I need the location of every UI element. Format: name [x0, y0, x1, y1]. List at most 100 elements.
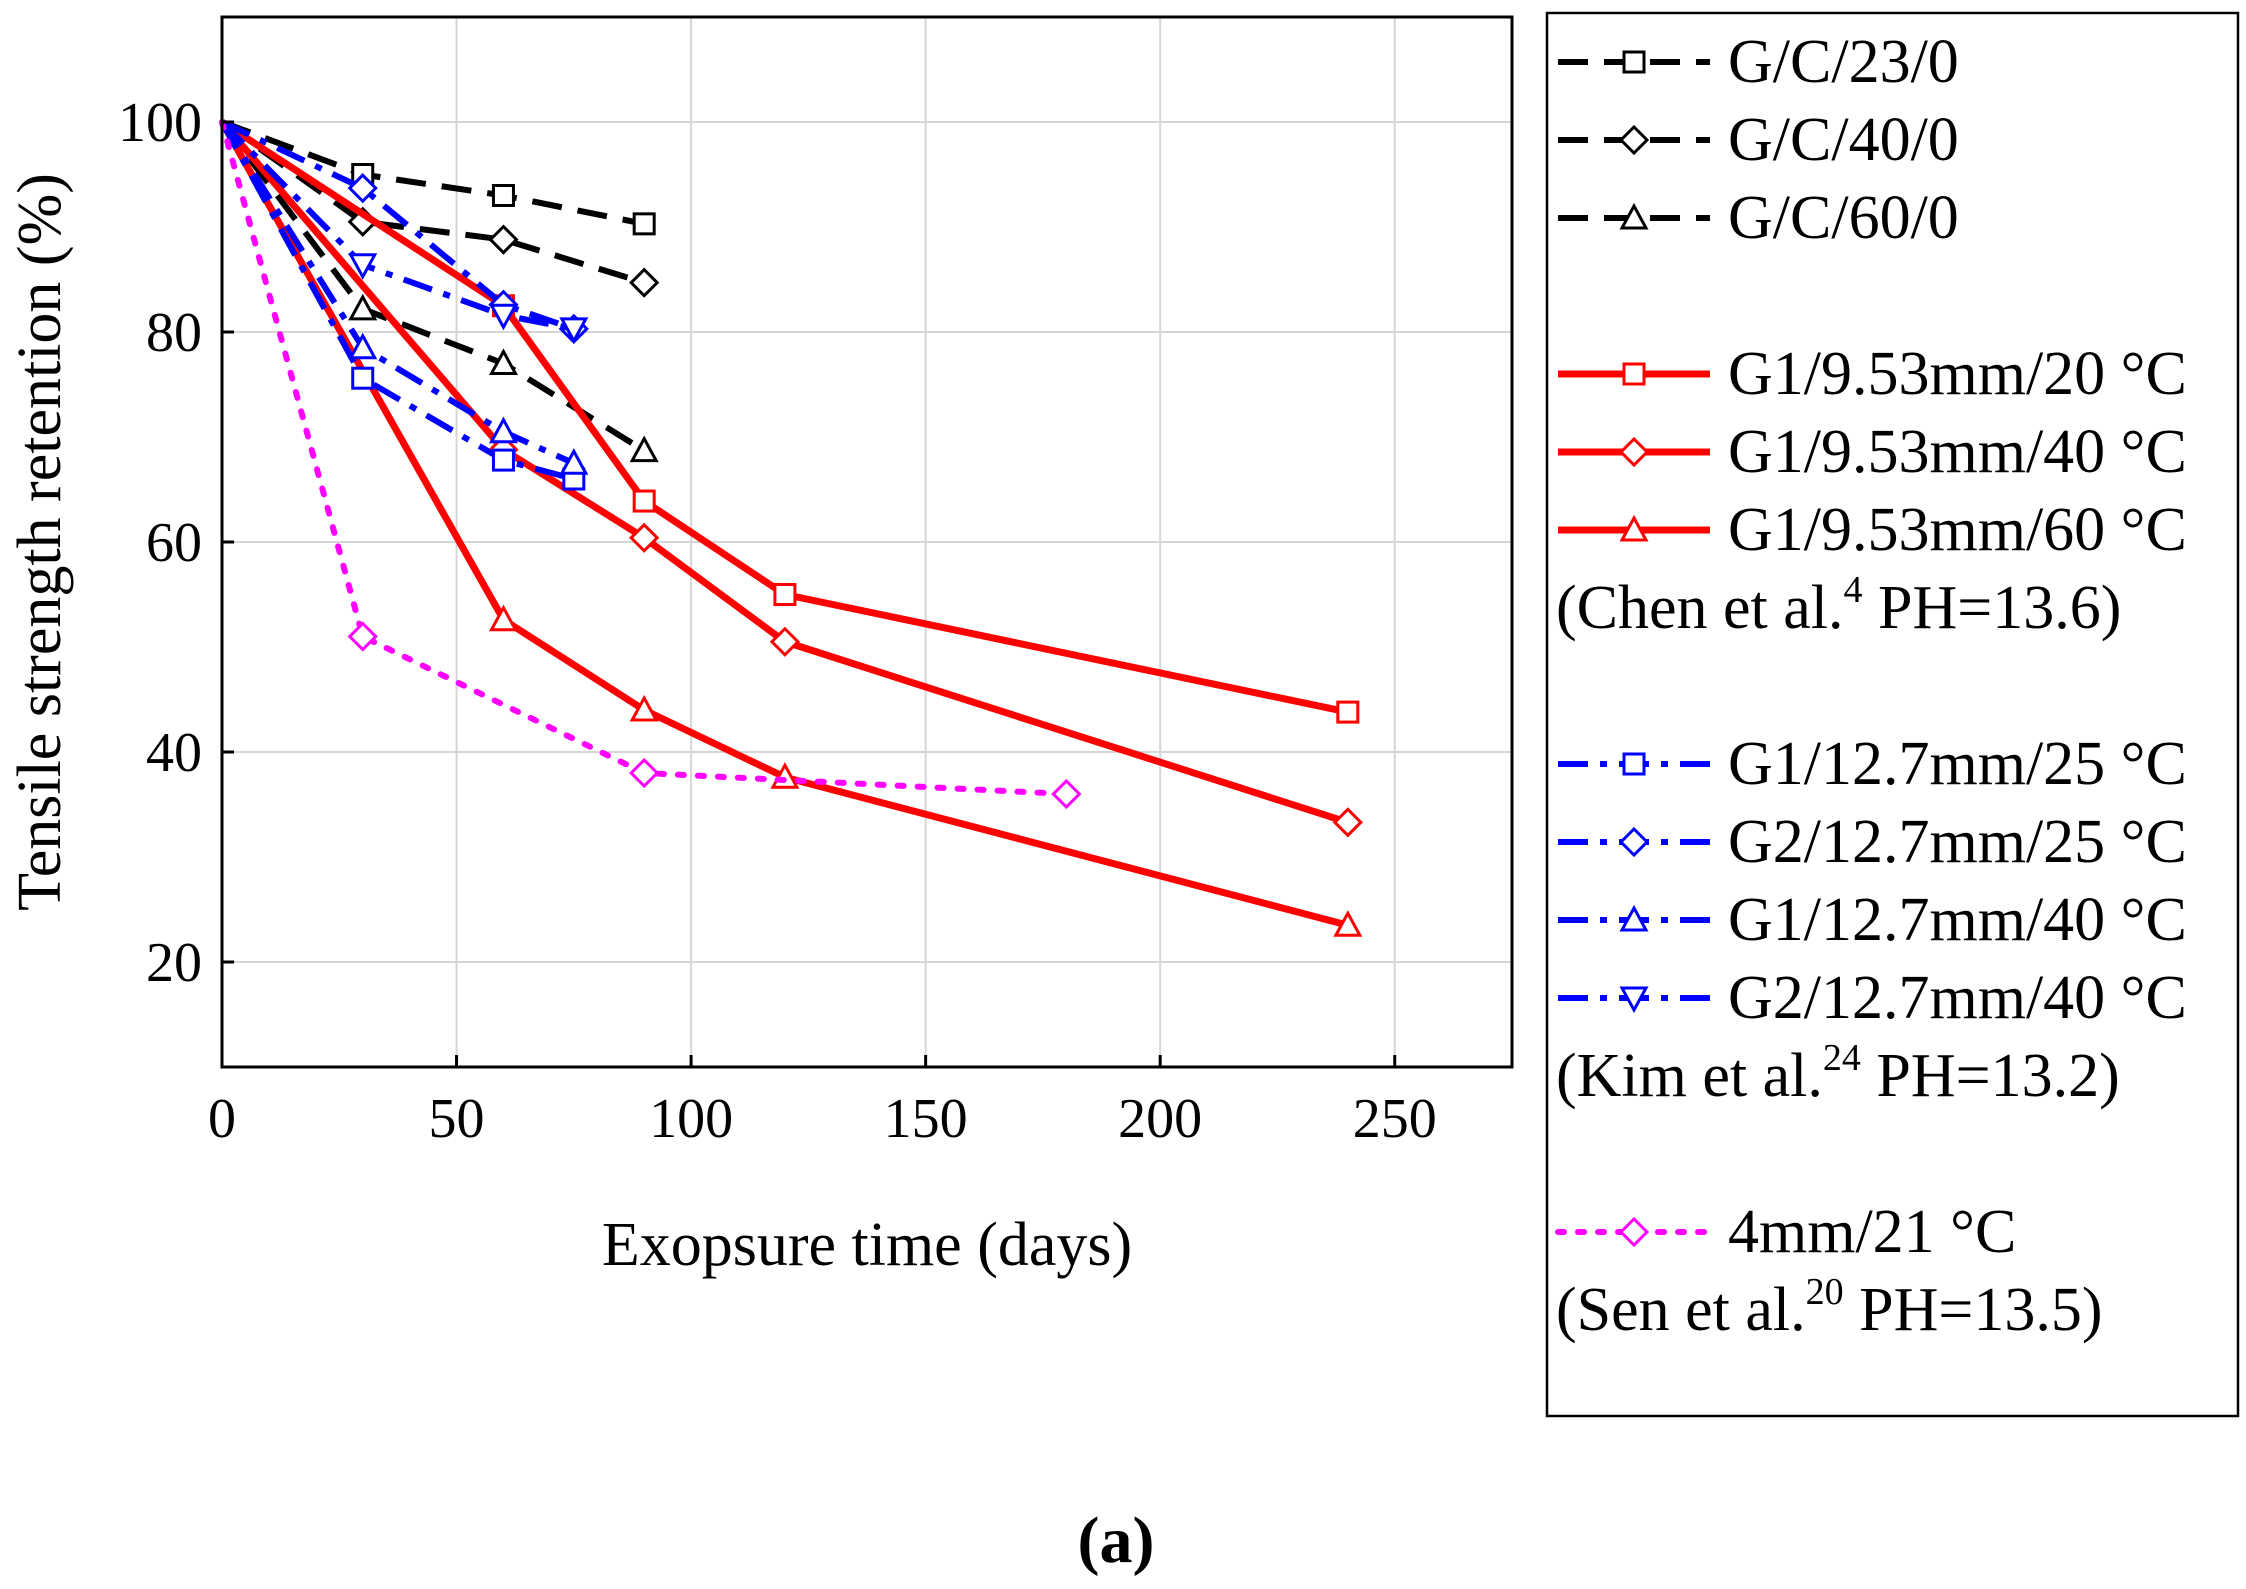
legend-note-ref: 4	[1844, 569, 1863, 611]
legend-entry: G/C/23/0	[1558, 28, 1959, 96]
data-point	[488, 604, 518, 632]
series-G/C/23/0	[220, 119, 656, 236]
series-G2/12.7mm/40 °C	[219, 119, 589, 344]
legend-marker	[1622, 752, 1646, 776]
data-point	[488, 303, 518, 331]
legend-marker	[1619, 986, 1649, 1014]
data-point	[488, 224, 519, 255]
data-point	[348, 293, 378, 321]
legend-marker	[1622, 362, 1646, 386]
legend-label: G1/12.7mm/40 °C	[1728, 886, 2187, 954]
data-point	[559, 448, 589, 475]
data-point	[1332, 807, 1363, 838]
y-axis-label: Tensile strength retention (%)	[6, 173, 74, 911]
legend-marker	[1618, 436, 1650, 468]
legend-entry: 4mm/21 °C	[1555, 1198, 2016, 1266]
legend-marker	[1619, 202, 1649, 230]
legend-label: G1/12.7mm/25 °C	[1728, 730, 2187, 798]
figure-caption: (a)	[1078, 1504, 1155, 1577]
series-line	[219, 119, 1070, 797]
x-tick-label: 50	[429, 1088, 485, 1150]
data-point	[488, 416, 518, 444]
legend-label: G/C/23/0	[1728, 28, 1959, 96]
legend-label: G2/12.7mm/40 °C	[1728, 964, 2187, 1032]
data-point	[769, 626, 801, 657]
data-point	[632, 489, 656, 513]
series-G/C/40/0	[220, 119, 660, 298]
x-tick-label: 250	[1353, 1088, 1437, 1150]
data-point	[491, 448, 515, 472]
data-point	[629, 267, 660, 298]
legend-note-text: PH=13.5)	[1844, 1276, 2103, 1344]
y-tick-label: 80	[146, 302, 202, 364]
legend-box	[1545, 11, 2240, 1418]
legend-label: G/C/40/0	[1728, 106, 1959, 174]
data-point	[629, 435, 659, 463]
series-line	[220, 119, 646, 286]
series-layer	[218, 119, 1363, 937]
legend-label: G1/9.53mm/60 °C	[1728, 496, 2187, 564]
data-point	[348, 332, 378, 360]
y-tick-label: 40	[146, 722, 202, 784]
x-tick-label: 0	[208, 1088, 236, 1150]
legend-entry: G1/9.53mm/20 °C	[1558, 340, 2187, 408]
series-line	[218, 120, 1349, 929]
legend: G/C/23/0 G/C/40/0 G/C/60/0 G1/9.53mm/20 °C G…	[1555, 28, 2187, 1344]
series-G1/9.53mm/40 °C	[219, 119, 1363, 838]
x-tick-label: 150	[884, 1088, 968, 1150]
legend-marker	[1619, 514, 1649, 542]
legend-note-text: (Kim et al.	[1556, 1042, 1823, 1110]
series-G1/9.53mm/60 °C	[218, 120, 1363, 937]
data-point	[559, 317, 589, 344]
grid	[221, 17, 1512, 1067]
data-point	[351, 366, 375, 390]
legend-note: (Sen et al.20 PH=13.5)	[1556, 1271, 2103, 1344]
legend-entry: G1/9.53mm/60 °C	[1558, 496, 2187, 564]
data-point	[629, 757, 660, 789]
legend-marker	[1618, 124, 1650, 156]
data-point	[488, 348, 518, 375]
legend-entry: G/C/60/0	[1558, 184, 1959, 252]
legend-entry: G1/9.53mm/40 °C	[1558, 418, 2187, 486]
series-G/C/60/0	[219, 120, 659, 463]
legend-entry: G/C/40/0	[1558, 106, 1959, 174]
legend-note: (Chen et al.4 PH=13.6)	[1556, 569, 2121, 642]
series-line	[219, 120, 575, 482]
legend-label: G/C/60/0	[1728, 184, 1959, 252]
ticks: 0 50 100 150 200 250 20 40 60 80 100	[118, 92, 1437, 1150]
data-point	[491, 184, 515, 207]
x-tick-label: 200	[1118, 1088, 1202, 1150]
series-line	[219, 120, 646, 454]
legend-note-text: (Sen et al.	[1556, 1276, 1806, 1344]
legend-note-ref: 20	[1806, 1271, 1844, 1313]
series-G1/12.7mm/40 °C	[219, 120, 589, 475]
legend-label: G2/12.7mm/25 °C	[1728, 808, 2187, 876]
data-point	[348, 253, 378, 280]
y-tick-label: 100	[118, 92, 202, 154]
data-point	[1051, 778, 1082, 810]
x-axis-label: Exopsure time (days)	[602, 1211, 1132, 1279]
data-point	[347, 173, 378, 204]
legend-note-text: PH=13.2)	[1861, 1042, 2120, 1110]
data-point	[1333, 910, 1363, 937]
data-point	[629, 522, 660, 553]
legend-marker	[1618, 826, 1650, 858]
legend-note: (Kim et al.24 PH=13.2)	[1556, 1037, 2120, 1110]
legend-note-text: PH=13.6)	[1863, 574, 2122, 642]
series-line	[220, 119, 575, 332]
legend-entry: G1/12.7mm/25 °C	[1558, 730, 2187, 798]
data-point	[347, 621, 378, 652]
legend-entry: G2/12.7mm/25 °C	[1558, 808, 2187, 876]
series-line	[220, 119, 645, 227]
legend-note-ref: 24	[1823, 1037, 1861, 1079]
legend-note-text: (Chen et al.	[1556, 574, 1844, 642]
series-line	[219, 120, 576, 466]
data-point	[632, 212, 656, 236]
legend-label: G1/9.53mm/20 °C	[1728, 340, 2187, 408]
series-line	[219, 119, 575, 332]
legend-entry: G1/12.7mm/40 °C	[1558, 886, 2187, 954]
legend-marker	[1618, 1216, 1650, 1248]
data-point	[1336, 700, 1360, 724]
series-4mm/21 °C	[219, 119, 1082, 810]
